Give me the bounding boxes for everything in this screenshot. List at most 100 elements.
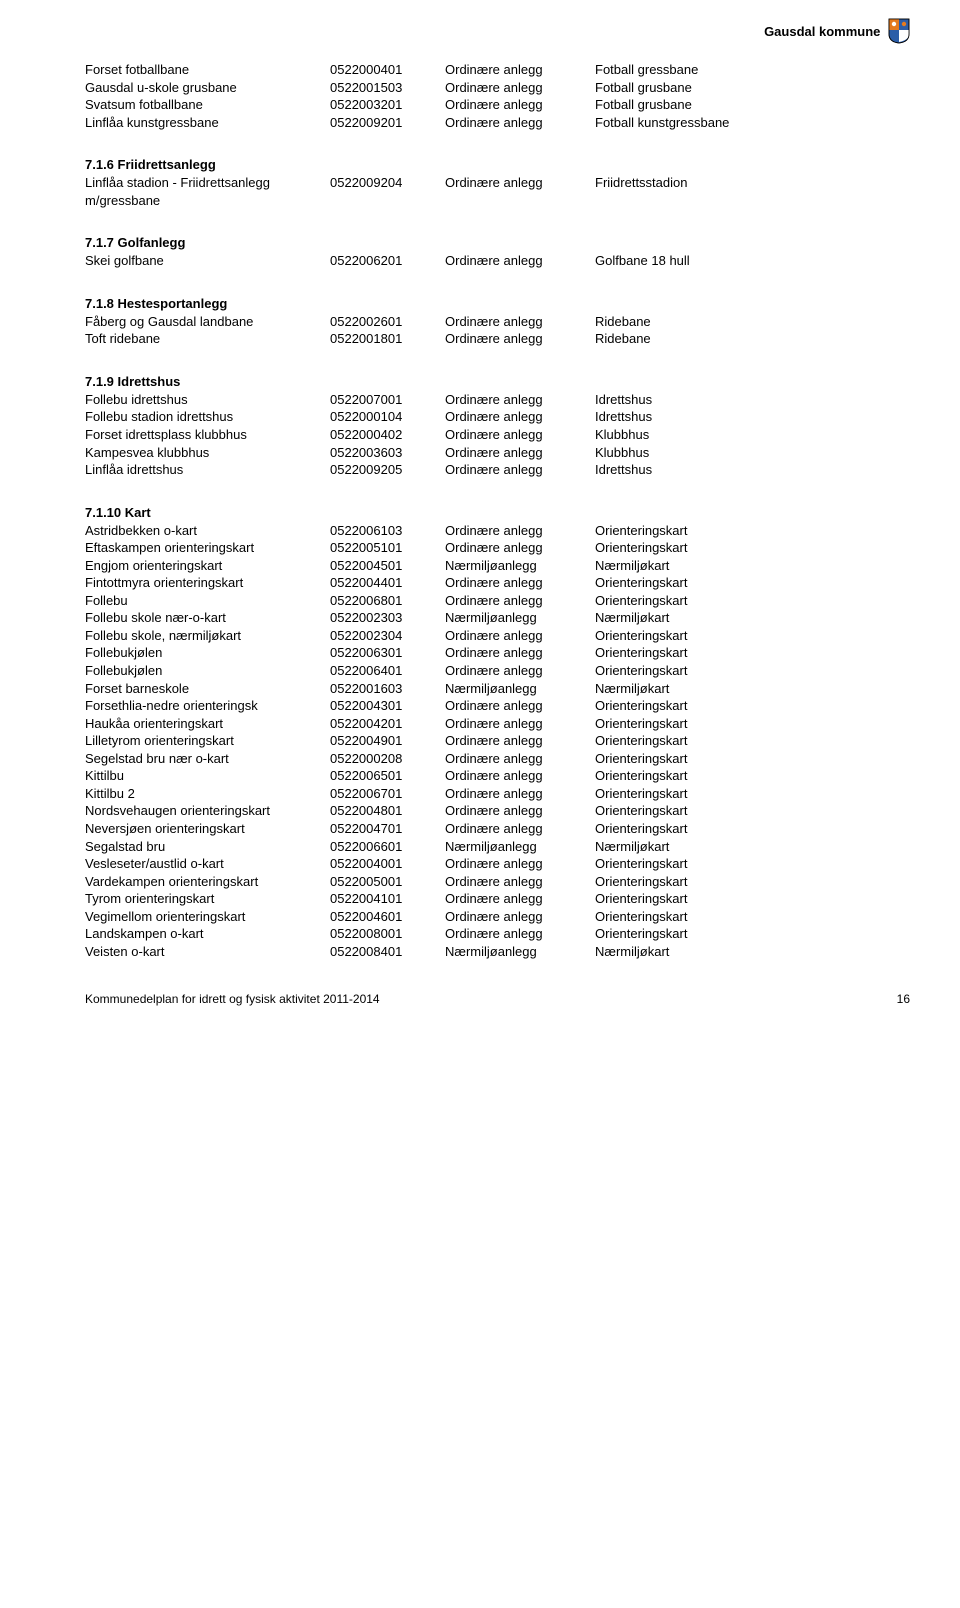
footer-title: Kommunedelplan for idrett og fysisk akti… <box>85 992 380 1006</box>
table-cell: Orienteringskart <box>595 820 910 838</box>
table-cell: Kittilbu <box>85 767 330 785</box>
table-cell: 0522004201 <box>330 715 445 733</box>
table-row: Kittilbu 20522006701Ordinære anleggOrien… <box>85 785 910 803</box>
table-cell: Orienteringskart <box>595 855 910 873</box>
table-cell: Fotball grusbane <box>595 96 910 114</box>
table-cell: Ordinære anlegg <box>445 697 595 715</box>
table-row: Engjom orienteringskart0522004501Nærmilj… <box>85 557 910 575</box>
table-cell: Svatsum fotballbane <box>85 96 330 114</box>
table-cell: Forset barneskole <box>85 680 330 698</box>
table-cell: Ordinære anlegg <box>445 592 595 610</box>
table-cell: Follebu skole nær-o-kart <box>85 609 330 627</box>
table-cell: Nærmiljøkart <box>595 680 910 698</box>
table-cell: Ordinære anlegg <box>445 252 595 270</box>
table-cell: Toft ridebane <box>85 330 330 348</box>
table-cell: Ordinære anlegg <box>445 908 595 926</box>
table-cell: Orienteringskart <box>595 890 910 908</box>
table-cell: Ridebane <box>595 313 910 331</box>
table-cell: Astridbekken o-kart <box>85 522 330 540</box>
page-footer: Kommunedelplan for idrett og fysisk akti… <box>0 960 960 1026</box>
table-cell: Ordinære anlegg <box>445 174 595 209</box>
table-cell: Orienteringskart <box>595 522 910 540</box>
table-cell: 0522006501 <box>330 767 445 785</box>
table-cell: Orienteringskart <box>595 715 910 733</box>
table-cell: Tyrom orienteringskart <box>85 890 330 908</box>
table-cell: Fotball gressbane <box>595 61 910 79</box>
table-cell: Landskampen o-kart <box>85 925 330 943</box>
table-cell: Orienteringskart <box>595 627 910 645</box>
data-table: Linflåa stadion - Friidrettsanlegg m/gre… <box>85 174 910 209</box>
table-cell: Nærmiljøkart <box>595 609 910 627</box>
data-table: Forset fotballbane0522000401Ordinære anl… <box>85 61 910 131</box>
table-cell: Lilletyrom orienteringskart <box>85 732 330 750</box>
table-cell: Ordinære anlegg <box>445 114 595 132</box>
table-cell: Orienteringskart <box>595 644 910 662</box>
table-cell: 0522007001 <box>330 391 445 409</box>
table-cell: Fotball kunstgressbane <box>595 114 910 132</box>
table-cell: Follebu <box>85 592 330 610</box>
table-cell: Ordinære anlegg <box>445 79 595 97</box>
table-cell: Friidrettsstadion <box>595 174 910 209</box>
table-row: Follebu stadion idrettshus0522000104Ordi… <box>85 408 910 426</box>
table-row: Vardekampen orienteringskart0522005001Or… <box>85 873 910 891</box>
table-cell: Ordinære anlegg <box>445 426 595 444</box>
table-cell: 0522000401 <box>330 61 445 79</box>
section-heading: 7.1.10 Kart <box>85 505 910 520</box>
table-row: Forset barneskole0522001603Nærmiljøanleg… <box>85 680 910 698</box>
table-cell: Ordinære anlegg <box>445 662 595 680</box>
table-cell: Neversjøen orienteringskart <box>85 820 330 838</box>
table-cell: Linflåa stadion - Friidrettsanlegg m/gre… <box>85 174 330 209</box>
table-cell: 0522009205 <box>330 461 445 479</box>
table-cell: Ordinære anlegg <box>445 750 595 768</box>
table-cell: 0522004001 <box>330 855 445 873</box>
page-number: 16 <box>897 992 910 1006</box>
table-row: Haukåa orienteringskart0522004201Ordinær… <box>85 715 910 733</box>
table-cell: 0522000402 <box>330 426 445 444</box>
table-cell: Fotball grusbane <box>595 79 910 97</box>
table-cell: 0522006103 <box>330 522 445 540</box>
table-row: Forset fotballbane0522000401Ordinære anl… <box>85 61 910 79</box>
table-cell: Ordinære anlegg <box>445 802 595 820</box>
table-cell: Ordinære anlegg <box>445 330 595 348</box>
table-cell: Ordinære anlegg <box>445 855 595 873</box>
table-row: Kittilbu0522006501Ordinære anleggOriente… <box>85 767 910 785</box>
table-cell: 0522004501 <box>330 557 445 575</box>
data-table: Follebu idrettshus0522007001Ordinære anl… <box>85 391 910 479</box>
table-cell: Ordinære anlegg <box>445 61 595 79</box>
table-cell: Idrettshus <box>595 408 910 426</box>
table-cell: Nærmiljøkart <box>595 943 910 961</box>
table-row: Landskampen o-kart0522008001Ordinære anl… <box>85 925 910 943</box>
table-cell: 0522006701 <box>330 785 445 803</box>
table-row: Follebu skole, nærmiljøkart0522002304Ord… <box>85 627 910 645</box>
table-cell: Nærmiljøanlegg <box>445 609 595 627</box>
table-cell: Linflåa kunstgressbane <box>85 114 330 132</box>
table-row: Fåberg og Gausdal landbane0522002601Ordi… <box>85 313 910 331</box>
table-cell: Golfbane 18 hull <box>595 252 910 270</box>
table-row: Lilletyrom orienteringskart0522004901Ord… <box>85 732 910 750</box>
table-cell: 0522009204 <box>330 174 445 209</box>
section-heading: 7.1.8 Hestesportanlegg <box>85 296 910 311</box>
table-cell: Skei golfbane <box>85 252 330 270</box>
table-cell: 0522004901 <box>330 732 445 750</box>
table-row: Follebukjølen0522006301Ordinære anleggOr… <box>85 644 910 662</box>
section-heading: 7.1.9 Idrettshus <box>85 374 910 389</box>
table-cell: Ordinære anlegg <box>445 313 595 331</box>
table-cell: Ordinære anlegg <box>445 408 595 426</box>
table-row: Linflåa idrettshus0522009205Ordinære anl… <box>85 461 910 479</box>
table-row: Kampesvea klubbhus0522003603Ordinære anl… <box>85 444 910 462</box>
table-cell: Forset fotballbane <box>85 61 330 79</box>
table-row: Toft ridebane0522001801Ordinære anleggRi… <box>85 330 910 348</box>
table-cell: Ordinære anlegg <box>445 627 595 645</box>
section-heading: 7.1.7 Golfanlegg <box>85 235 910 250</box>
table-row: Segalstad bru0522006601NærmiljøanleggNær… <box>85 838 910 856</box>
data-table: Astridbekken o-kart0522006103 Ordinære an… <box>85 522 910 961</box>
table-cell: 0522001603 <box>330 680 445 698</box>
table-cell: Fåberg og Gausdal landbane <box>85 313 330 331</box>
table-cell: Orienteringskart <box>595 767 910 785</box>
table-cell: Idrettshus <box>595 461 910 479</box>
org-name: Gausdal kommune <box>764 24 880 39</box>
table-cell: 0522004801 <box>330 802 445 820</box>
table-cell: 0522002601 <box>330 313 445 331</box>
table-cell: Klubbhus <box>595 444 910 462</box>
table-cell: Follebukjølen <box>85 662 330 680</box>
